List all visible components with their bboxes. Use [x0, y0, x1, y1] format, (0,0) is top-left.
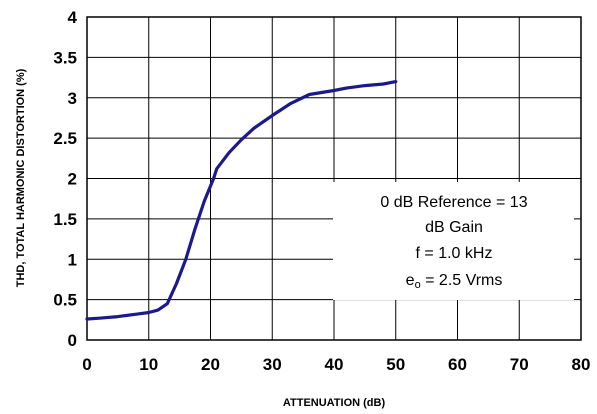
y-tick-label: 0 [68, 331, 77, 350]
x-tick-label: 10 [139, 355, 158, 374]
x-tick-label: 70 [510, 355, 529, 374]
y-tick-label: 3.5 [53, 48, 77, 67]
eo-symbol: e [406, 272, 415, 289]
x-tick-label: 40 [325, 355, 344, 374]
annotation-line-1: 0 dB Reference = 13 [380, 194, 527, 211]
annotation-line-4: eo = 2.5 Vrms [406, 272, 503, 291]
annotation-line-2: dB Gain [425, 219, 483, 236]
x-tick-label: 20 [201, 355, 220, 374]
y-tick-label: 1 [68, 250, 77, 269]
y-tick-label: 4 [68, 8, 78, 27]
annotation-background [333, 182, 574, 300]
eo-subscript: o [415, 279, 421, 291]
y-tick-label: 3 [68, 89, 77, 108]
plot-border [86, 16, 582, 341]
y-axis-title: THD, TOTAL HARMONIC DISTORTION (%) [15, 68, 27, 287]
annotation-box: 0 dB Reference = 13 dB Gain f = 1.0 kHz … [333, 182, 574, 300]
y-tick-label: 2.5 [53, 129, 77, 148]
eo-value: = 2.5 Vrms [421, 272, 503, 289]
x-axis-title: ATTENUATION (dB) [283, 397, 386, 409]
x-tick-labels: 0 10 20 30 40 50 60 70 80 [82, 355, 590, 374]
x-tick-label: 50 [386, 355, 405, 374]
thd-series-line [85, 80, 398, 321]
annotation-line-3: f = 1.0 kHz [416, 245, 493, 262]
x-tick-label: 80 [572, 355, 591, 374]
x-tick-label: 0 [82, 355, 91, 374]
x-tick-label: 60 [448, 355, 467, 374]
y-tick-label: 0.5 [53, 291, 77, 310]
y-tick-label: 2 [68, 170, 77, 189]
x-tick-label: 30 [263, 355, 282, 374]
y-tick-labels: 0 0.5 1 1.5 2 2.5 3 3.5 4 [53, 8, 77, 350]
y-tick-label: 1.5 [53, 210, 77, 229]
